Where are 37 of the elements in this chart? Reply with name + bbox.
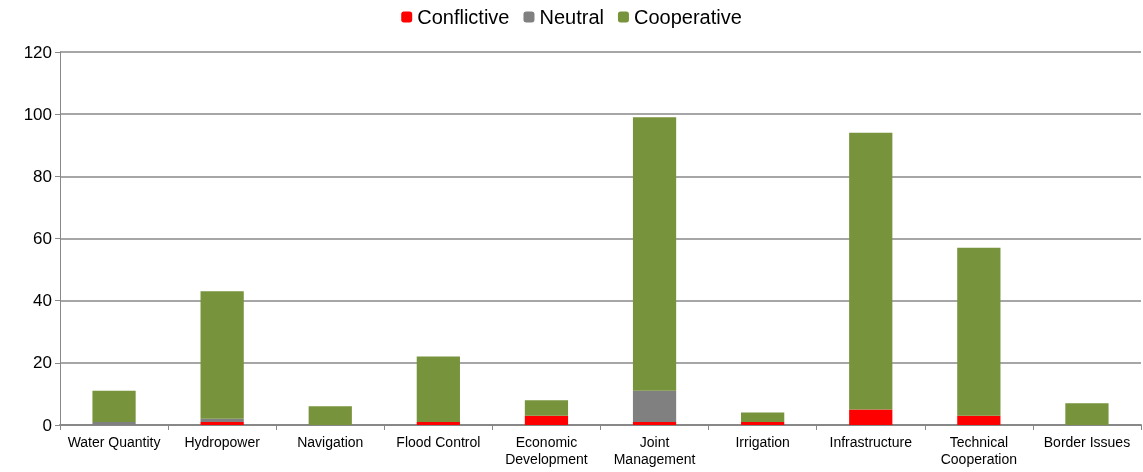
y-tick-label: 20 <box>33 353 52 373</box>
x-tick-label: Technical Cooperation <box>940 433 1017 467</box>
bar <box>849 409 893 425</box>
legend-label: Cooperative <box>633 6 742 28</box>
bar <box>632 390 677 422</box>
bar <box>308 406 352 425</box>
x-tick-label: Infrastructure <box>829 433 913 450</box>
x-tick-label: Border Issues <box>1043 433 1131 450</box>
bar <box>957 415 1001 425</box>
bar <box>416 356 460 422</box>
y-tick-label: 0 <box>42 415 52 435</box>
legend-label: Conflictive <box>417 6 510 28</box>
y-tick-label: 120 <box>23 42 52 62</box>
y-tick-label: 100 <box>23 104 52 124</box>
bar <box>92 390 136 422</box>
x-tick-label: Flood Control <box>396 433 481 450</box>
bar <box>200 291 244 419</box>
legend-label: Neutral <box>539 6 604 28</box>
x-tick-label: Economic Development <box>505 433 588 467</box>
x-tick-label: Irrigation <box>735 433 790 450</box>
bar <box>524 400 569 416</box>
bar <box>632 421 677 425</box>
x-tick-label: Water Quantity <box>67 433 161 450</box>
x-tick-label: Navigation <box>297 433 364 450</box>
y-tick-label: 80 <box>33 166 52 186</box>
y-tick-label: 60 <box>33 229 52 248</box>
bar <box>524 415 569 425</box>
bar <box>849 132 893 410</box>
bar <box>741 421 785 425</box>
bar <box>632 117 677 391</box>
bar <box>957 247 1001 416</box>
y-tick-label: 40 <box>33 291 52 311</box>
x-tick-label: Joint Management <box>613 433 696 467</box>
bar <box>741 412 785 422</box>
x-tick-label: Hydropower <box>184 433 261 450</box>
bar <box>1065 403 1109 425</box>
bar <box>416 421 460 425</box>
